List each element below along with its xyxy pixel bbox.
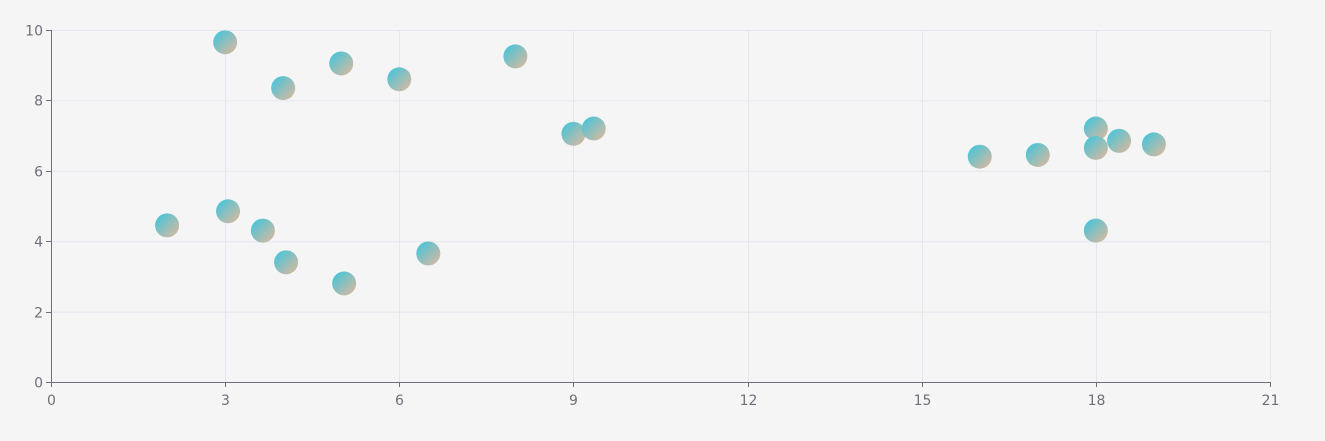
scatter-point[interactable] bbox=[1141, 132, 1166, 157]
x-tick-label: 9 bbox=[569, 393, 578, 409]
scatter-point[interactable] bbox=[329, 51, 354, 76]
scatter-point[interactable] bbox=[581, 116, 606, 141]
x-tick-label: 6 bbox=[395, 393, 404, 409]
axes bbox=[46, 30, 1271, 387]
x-tick-label: 15 bbox=[914, 393, 932, 409]
x-tick-label: 3 bbox=[221, 393, 230, 409]
scatter-point[interactable] bbox=[1083, 116, 1108, 141]
y-tick-label: 10 bbox=[25, 24, 43, 40]
scatter-point[interactable] bbox=[1107, 128, 1132, 153]
scatter-point[interactable] bbox=[503, 44, 528, 69]
scatter-point[interactable] bbox=[271, 76, 296, 101]
scatter-point[interactable] bbox=[561, 121, 586, 146]
scatter-point[interactable] bbox=[387, 67, 412, 92]
y-tick-label: 2 bbox=[34, 306, 43, 322]
scatter-point[interactable] bbox=[967, 144, 992, 169]
tick-labels: 0 2 4 6 8 10 0 3 6 9 12 15 18 21 bbox=[25, 24, 1279, 410]
data-points bbox=[155, 30, 1166, 296]
x-tick-label: 18 bbox=[1088, 393, 1106, 409]
scatter-point[interactable] bbox=[1025, 142, 1050, 167]
x-tick-label: 12 bbox=[740, 393, 758, 409]
scatter-point[interactable] bbox=[274, 250, 299, 275]
scatter-point[interactable] bbox=[155, 213, 180, 238]
y-tick-label: 4 bbox=[34, 235, 43, 251]
scatter-point[interactable] bbox=[213, 30, 238, 55]
scatter-point[interactable] bbox=[1083, 135, 1108, 160]
y-tick-label: 6 bbox=[34, 165, 43, 181]
scatter-point[interactable] bbox=[1083, 218, 1108, 243]
scatter-point[interactable] bbox=[332, 271, 357, 296]
scatter-point[interactable] bbox=[416, 241, 441, 266]
scatter-point[interactable] bbox=[216, 199, 241, 224]
y-tick-label: 0 bbox=[34, 376, 43, 392]
x-tick-label: 21 bbox=[1262, 393, 1280, 409]
y-tick-label: 8 bbox=[34, 94, 43, 110]
scatter-point[interactable] bbox=[250, 218, 275, 243]
x-tick-label: 0 bbox=[47, 393, 56, 409]
